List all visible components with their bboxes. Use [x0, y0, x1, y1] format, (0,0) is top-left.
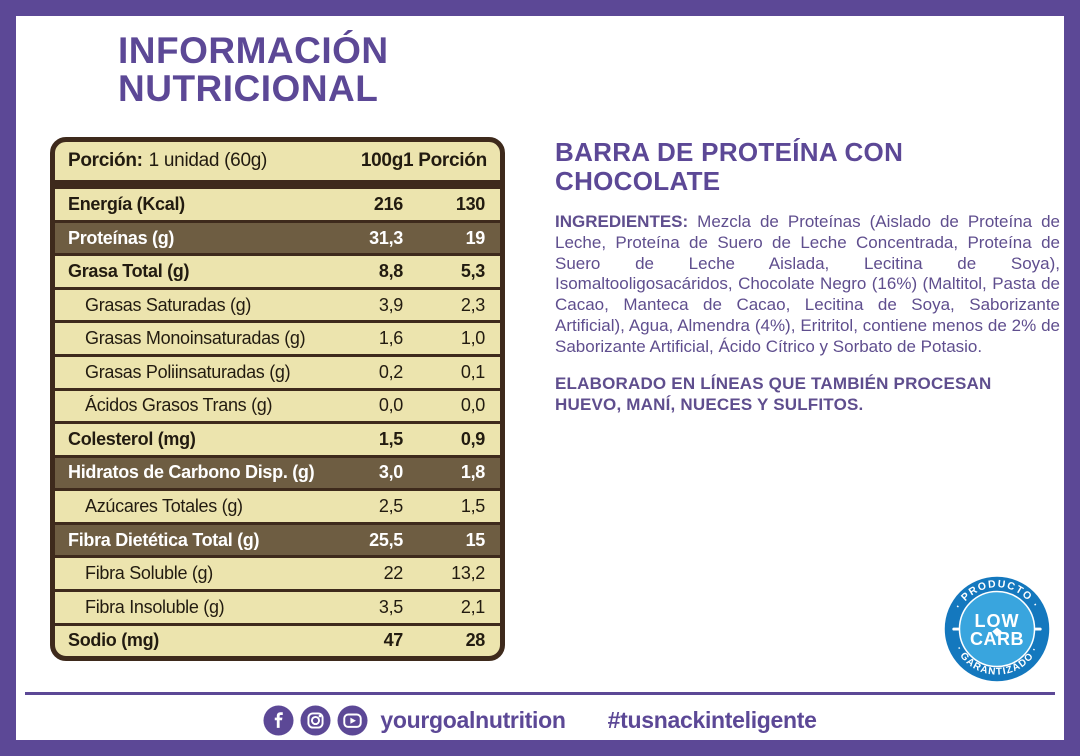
badge-low-text: LOW [975, 611, 1020, 631]
table-row: Sodio (mg) 47 28 [55, 622, 500, 656]
table-header-row: Porción: 1 unidad (60g) 100g 1 Porción [55, 142, 500, 187]
row-value-portion: 0,0 [460, 395, 485, 416]
row-value-portion: 0,1 [460, 361, 485, 382]
row-value-portion: 5,3 [460, 261, 485, 282]
row-value-portion: 15 [465, 529, 486, 550]
row-value-100g: 3,5 [378, 596, 403, 617]
row-value-100g: 25,5 [369, 529, 403, 550]
allergen-warning: ELABORADO EN LÍNEAS QUE TAMBIÉN PROCESAN… [555, 373, 992, 415]
table-row: Grasa Total (g) 8,8 5,3 [55, 253, 500, 287]
row-value-100g: 0,0 [378, 395, 403, 416]
row-label: Hidratos de Carbono Disp. (g) [68, 462, 315, 483]
table-row: Fibra Insoluble (g) 3,5 2,1 [55, 588, 500, 623]
table-row: Fibra Soluble (g) 22 13,2 [55, 555, 500, 589]
facebook-icon[interactable] [263, 704, 294, 736]
badge-dash-right [1034, 627, 1042, 631]
row-label: Proteínas (g) [68, 227, 175, 248]
row-value-100g: 1,5 [378, 428, 403, 449]
table-row: Ácidos Grasos Trans (g) 0,0 0,0 [55, 387, 500, 422]
row-label: Energía (Kcal) [68, 193, 185, 214]
low-carb-badge: · PRODUCTO · · GARANTIZADO · LOW CARB [940, 572, 1054, 686]
row-label: Grasa Total (g) [68, 261, 190, 282]
row-label: Grasas Monoinsaturadas (g) [85, 328, 306, 349]
row-value-portion: 1,8 [460, 462, 485, 483]
row-label: Grasas Poliinsaturadas (g) [85, 361, 291, 382]
row-value-100g: 1,6 [378, 328, 403, 349]
page-title-line1: INFORMACIÓN [118, 30, 389, 71]
page-title: INFORMACIÓN NUTRICIONAL [118, 32, 389, 108]
row-label: Colesterol (mg) [68, 428, 196, 449]
ingredients-paragraph: INGREDIENTES: Mezcla de Proteínas (Aisla… [555, 212, 1060, 358]
row-value-portion: 2,3 [460, 294, 485, 315]
row-value-100g: 3,0 [378, 462, 403, 483]
row-label: Azúcares Totales (g) [85, 496, 243, 517]
row-value-portion: 19 [465, 227, 486, 248]
portion-value: 1 unidad (60g) [148, 150, 268, 172]
row-value-100g: 22 [383, 563, 404, 584]
row-label: Ácidos Grasos Trans (g) [85, 395, 273, 416]
row-value-portion: 13,2 [451, 563, 485, 584]
product-info: BARRA DE PROTEÍNA CON CHOCOLATE INGREDIE… [555, 138, 1060, 416]
table-row: Azúcares Totales (g) 2,5 1,5 [55, 488, 500, 522]
table-row: Energía (Kcal) 216 130 [55, 186, 500, 220]
row-label: Fibra Soluble (g) [85, 563, 213, 584]
badge-diamond-icon [992, 627, 1002, 637]
column-header-100g: 100g [360, 150, 403, 172]
footer-divider [25, 692, 1055, 695]
row-label: Grasas Saturadas (g) [85, 294, 252, 315]
table-row: Colesterol (mg) 1,5 0,9 [55, 421, 500, 455]
row-value-portion: 1,5 [460, 496, 485, 517]
footer: yourgoalnutrition #tusnackinteligente [16, 700, 1064, 740]
ingredients-text: Mezcla de Proteínas (Aislado de Proteína… [555, 212, 1060, 356]
social-icons [263, 704, 368, 736]
badge-dash-left [952, 627, 960, 631]
portion-label: Porción: [68, 150, 143, 172]
row-value-100g: 47 [383, 630, 404, 651]
low-carb-badge-icon: · PRODUCTO · · GARANTIZADO · LOW CARB [942, 574, 1052, 684]
row-value-portion: 28 [465, 630, 486, 651]
badge-carb-text: CARB [970, 629, 1024, 649]
table-row: Hidratos de Carbono Disp. (g) 3,0 1,8 [55, 454, 500, 489]
hashtag: #tusnackinteligente [607, 706, 817, 733]
ingredients-label: INGREDIENTES: [555, 212, 689, 231]
page-title-line2: NUTRICIONAL [118, 68, 379, 109]
row-value-100g: 0,2 [378, 361, 403, 382]
row-value-100g: 3,9 [378, 294, 403, 315]
row-value-portion: 130 [455, 193, 485, 214]
table-row: Proteínas (g) 31,3 19 [55, 219, 500, 254]
youtube-icon[interactable] [337, 704, 368, 736]
nutrition-table: Porción: 1 unidad (60g) 100g 1 Porción E… [50, 137, 505, 661]
row-label: Fibra Insoluble (g) [85, 596, 225, 617]
column-header-portion: 1 Porción [403, 150, 487, 172]
social-handle: yourgoalnutrition [380, 706, 566, 733]
row-value-100g: 2,5 [378, 496, 403, 517]
table-row: Grasas Saturadas (g) 3,9 2,3 [55, 286, 500, 321]
table-row: Grasas Poliinsaturadas (g) 0,2 0,1 [55, 354, 500, 388]
row-value-100g: 31,3 [369, 227, 403, 248]
table-row: Fibra Dietética Total (g) 25,5 15 [55, 521, 500, 556]
row-value-portion: 1,0 [460, 328, 485, 349]
row-value-100g: 216 [373, 193, 403, 214]
row-value-100g: 8,8 [378, 261, 403, 282]
row-label: Fibra Dietética Total (g) [68, 529, 260, 550]
table-row: Grasas Monoinsaturadas (g) 1,6 1,0 [55, 320, 500, 354]
instagram-icon[interactable] [300, 704, 331, 736]
row-value-portion: 2,1 [460, 596, 485, 617]
product-heading: BARRA DE PROTEÍNA CON CHOCOLATE [555, 137, 904, 196]
row-label: Sodio (mg) [68, 630, 159, 651]
row-value-portion: 0,9 [460, 428, 485, 449]
